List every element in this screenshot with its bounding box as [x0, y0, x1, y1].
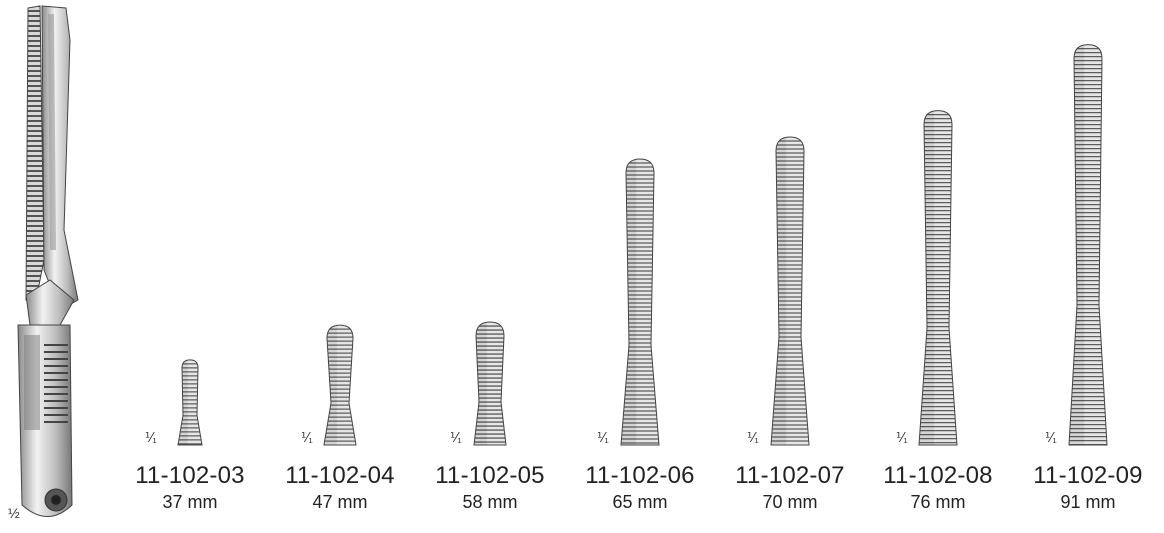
scale-label: ⅟₁: [747, 430, 759, 445]
product-code: 11-102-05: [435, 462, 545, 489]
clamp-item: ⅟₁ 11-102-07 70 mm: [715, 0, 865, 533]
product-code: 11-102-09: [1033, 462, 1143, 489]
scale-label: ⅟₁: [597, 430, 609, 445]
clamp-length: 37 mm: [162, 492, 218, 512]
clamp-body: [771, 137, 809, 445]
product-code: 11-102-07: [735, 462, 845, 489]
product-code: 11-102-08: [883, 462, 993, 489]
clamp-jaw-icon: [620, 158, 660, 446]
instrument-scale-label: ½: [8, 505, 20, 521]
clamp-length: 65 mm: [612, 492, 668, 512]
clamp-outline: [473, 321, 507, 446]
clamp-outline: [1068, 44, 1108, 446]
clamp-item: ⅟₁ 11-102-06 65 mm: [565, 0, 715, 533]
clamp-serration: [1069, 44, 1107, 445]
clamp-item: ⅟₁ 11-102-03 37 mm: [115, 0, 265, 533]
clamp-item: ⅟₁ 11-102-05 58 mm: [415, 0, 565, 533]
clamp-length: 47 mm: [312, 492, 368, 512]
scale-label: ⅟₁: [145, 430, 157, 445]
scale-label: ⅟₁: [1045, 430, 1057, 445]
clamp-jaw-icon: [918, 110, 958, 446]
clamp-length: 76 mm: [910, 492, 966, 512]
clamp-outline: [620, 158, 660, 446]
clamp-serration: [324, 325, 356, 445]
clamp-jaw-icon: [770, 136, 810, 446]
product-code: 11-102-06: [585, 462, 695, 489]
product-code: 11-102-04: [285, 462, 395, 489]
clamp-jaw-icon: [177, 359, 203, 446]
clamp-item: ⅟₁ 11-102-04 47 mm: [265, 0, 415, 533]
clamp-jaw-icon: [1068, 44, 1108, 446]
clamp-outline: [918, 110, 958, 446]
scale-label: ⅟₁: [450, 430, 462, 445]
bulldog-clamp-applicator-icon: [17, 5, 79, 517]
scale-label: ⅟₁: [301, 430, 313, 445]
clamp-jaw-icon: [473, 321, 507, 446]
clamp-item: ⅟₁ 11-102-09 91 mm: [1013, 0, 1163, 533]
clamp-item: ⅟₁ 11-102-08 76 mm: [863, 0, 1013, 533]
clamp-outline: [177, 359, 203, 446]
clamp-jaw-icon: [323, 324, 357, 446]
clamp-outline: [770, 136, 810, 446]
product-code: 11-102-03: [135, 462, 245, 489]
scale-label: ⅟₁: [896, 430, 908, 445]
clamp-outline: [323, 324, 357, 446]
clamp-length: 91 mm: [1060, 492, 1116, 512]
clamp-length: 58 mm: [462, 492, 518, 512]
clamp-length: 70 mm: [762, 492, 818, 512]
